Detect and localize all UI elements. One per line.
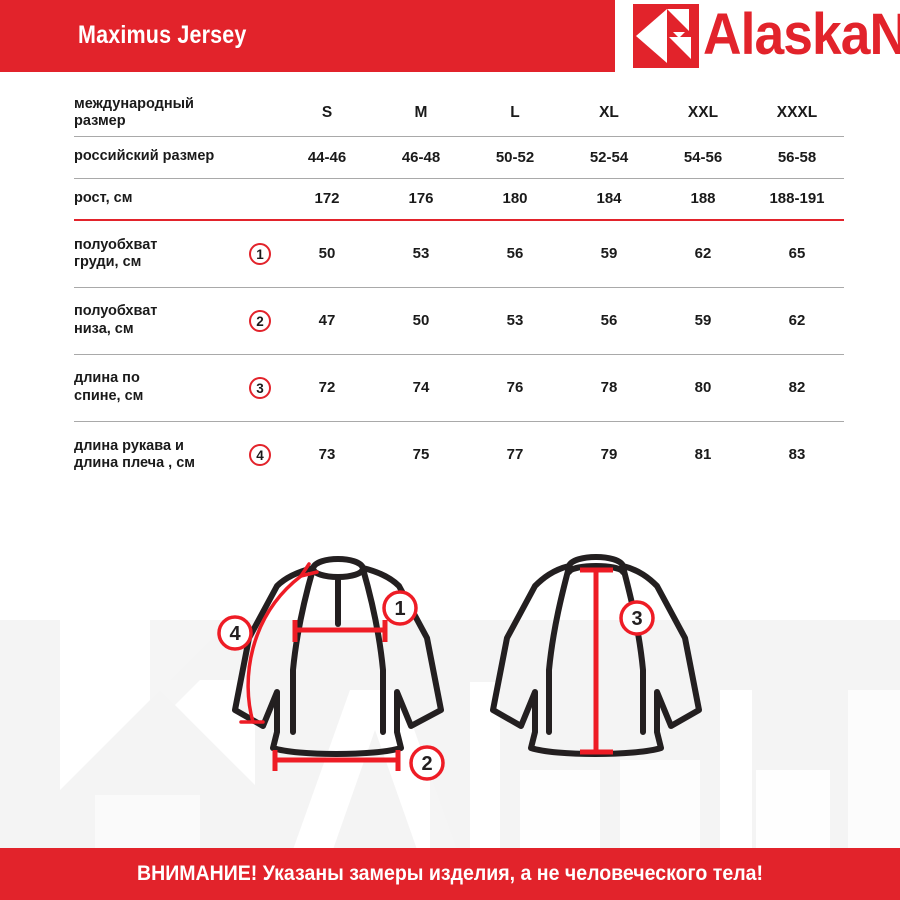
page-header: Maximus Jersey AlaskaN <box>0 0 900 72</box>
cell-value: 56 <box>468 220 562 288</box>
svg-text:1: 1 <box>394 598 405 620</box>
brand-watermark-band <box>0 620 900 858</box>
size-table-container: международный размер S M L XL XXL XXXL р… <box>0 72 900 492</box>
measure-marker-1-icon: 1 <box>249 242 271 265</box>
cell-value: 50-52 <box>468 136 562 179</box>
measurement-diagrams: 1 2 4 3 <box>0 520 900 800</box>
row-marker-cell: 1 <box>240 220 280 288</box>
cell-size-xxxl: XXXL <box>750 90 844 137</box>
cell-value: 54-56 <box>656 136 750 179</box>
cell-value: 56-58 <box>750 136 844 179</box>
measure-marker-4-icon: 4 <box>249 443 271 466</box>
cell-value: 59 <box>562 220 656 288</box>
cell-value: 83 <box>788 446 806 464</box>
cell-value: 53 <box>468 287 562 355</box>
row-label-line2: груди, см <box>74 253 142 270</box>
table-row-height: рост, см 172 176 180 184 188 188-191 <box>74 178 844 221</box>
cell-value: 75 <box>412 446 430 464</box>
diagram-marker-2-icon <box>409 745 445 781</box>
row-label-line2: спине, см <box>74 387 144 404</box>
cell-value: 62 <box>656 220 750 288</box>
cell-value: 172 <box>280 178 374 221</box>
cell-value: 47 <box>280 287 374 355</box>
jersey-back-view-diagram: 3 <box>490 554 702 757</box>
row-label-line1: полуобхват <box>74 236 158 253</box>
cell-value: 56 <box>562 287 656 355</box>
measure-marker-2-icon: 2 <box>249 309 271 332</box>
cell-value: 74 <box>374 354 468 422</box>
cell-value: 62 <box>750 287 844 355</box>
cell-value: 80 <box>656 354 750 422</box>
brand-wordmark: AlaskaN <box>703 2 900 67</box>
row-marker-cell: 2 <box>240 287 280 355</box>
cell-value: 50 <box>374 287 468 355</box>
table-row-back-length: длина по спине, см 3 72 74 76 78 80 82 <box>74 354 844 422</box>
cell-value: 59 <box>656 287 750 355</box>
brand-logo-panel: AlaskaN <box>615 0 900 72</box>
row-marker-cell: 4 <box>240 421 280 488</box>
cell-size-m: M <box>374 90 468 137</box>
svg-text:3: 3 <box>631 608 642 630</box>
table-row-russian-size: российский размер 44-46 46-48 50-52 52-5… <box>74 136 844 179</box>
cell-value: 176 <box>374 178 468 221</box>
row-label: российский размер <box>74 136 240 179</box>
cell-size-xl: XL <box>562 90 656 137</box>
row-marker-cell <box>240 90 280 137</box>
cell-size-s: S <box>280 90 374 137</box>
table-row-chest-half-girth: полуобхват груди, см 1 50 53 56 59 62 65 <box>74 220 844 288</box>
diagram-marker-3-icon <box>619 600 655 636</box>
warning-footer: ВНИМАНИЕ! Указаны замеры изделия, а не ч… <box>0 848 900 900</box>
cell-value: 180 <box>468 178 562 221</box>
row-label-line2: длина плеча , см <box>74 454 196 471</box>
table-row-hem-half-girth: полуобхват низа, см 2 47 50 53 56 59 62 <box>74 287 844 355</box>
cell-value: 72 <box>280 354 374 422</box>
row-marker-cell <box>240 136 280 179</box>
cell-size-xxl: XXL <box>656 90 750 137</box>
svg-text:4: 4 <box>229 623 241 645</box>
size-table: международный размер S M L XL XXL XXXL р… <box>74 90 844 488</box>
cell-value: 44-46 <box>280 136 374 179</box>
cell-value: 52-54 <box>562 136 656 179</box>
page-title: Maximus Jersey <box>78 21 247 49</box>
row-label: полуобхват низа, см <box>74 287 240 355</box>
jersey-front-view-diagram: 1 2 4 <box>217 556 445 781</box>
table-row-sleeve-shoulder-length: длина рукава и длина плеча , см 4 73 75 … <box>74 421 844 488</box>
measure-marker-3-icon: 3 <box>249 376 271 399</box>
svg-text:2: 2 <box>421 753 432 775</box>
cell-value: 79 <box>600 446 618 464</box>
table-row-international-size: международный размер S M L XL XXL XXXL <box>74 90 844 137</box>
cell-value: 77 <box>506 446 524 464</box>
row-label: полуобхват груди, см <box>74 220 240 288</box>
cell-size-l: L <box>468 90 562 137</box>
row-label-line1: полуобхват <box>74 303 158 320</box>
cell-value: 53 <box>374 220 468 288</box>
cell-value: 81 <box>694 446 712 464</box>
cell-value: 65 <box>750 220 844 288</box>
cell-value: 78 <box>562 354 656 422</box>
diagram-marker-4-icon <box>217 615 253 651</box>
alaskan-triangle-mark-icon <box>633 4 699 68</box>
row-label: длина рукава и длина плеча , см <box>74 421 240 488</box>
cell-value: 184 <box>562 178 656 221</box>
watermark-graphic <box>60 620 900 858</box>
row-marker-cell <box>240 178 280 221</box>
row-label-line2: низа, см <box>74 320 134 337</box>
row-marker-cell: 3 <box>240 354 280 422</box>
diagram-marker-1-icon <box>382 590 418 626</box>
row-label: рост, см <box>74 178 240 221</box>
cell-value: 82 <box>750 354 844 422</box>
cell-value: 188-191 <box>750 178 844 221</box>
row-label: международный размер <box>74 90 240 137</box>
cell-value: 73 <box>318 446 336 464</box>
row-label-line1: длина рукава и <box>74 437 184 454</box>
cell-value: 50 <box>280 220 374 288</box>
cell-value: 76 <box>468 354 562 422</box>
cell-value: 46-48 <box>374 136 468 179</box>
cell-value: 188 <box>656 178 750 221</box>
warning-text: ВНИМАНИЕ! Указаны замеры изделия, а не ч… <box>137 862 763 885</box>
row-label: длина по спине, см <box>74 354 240 422</box>
row-label-line1: длина по <box>74 370 140 387</box>
